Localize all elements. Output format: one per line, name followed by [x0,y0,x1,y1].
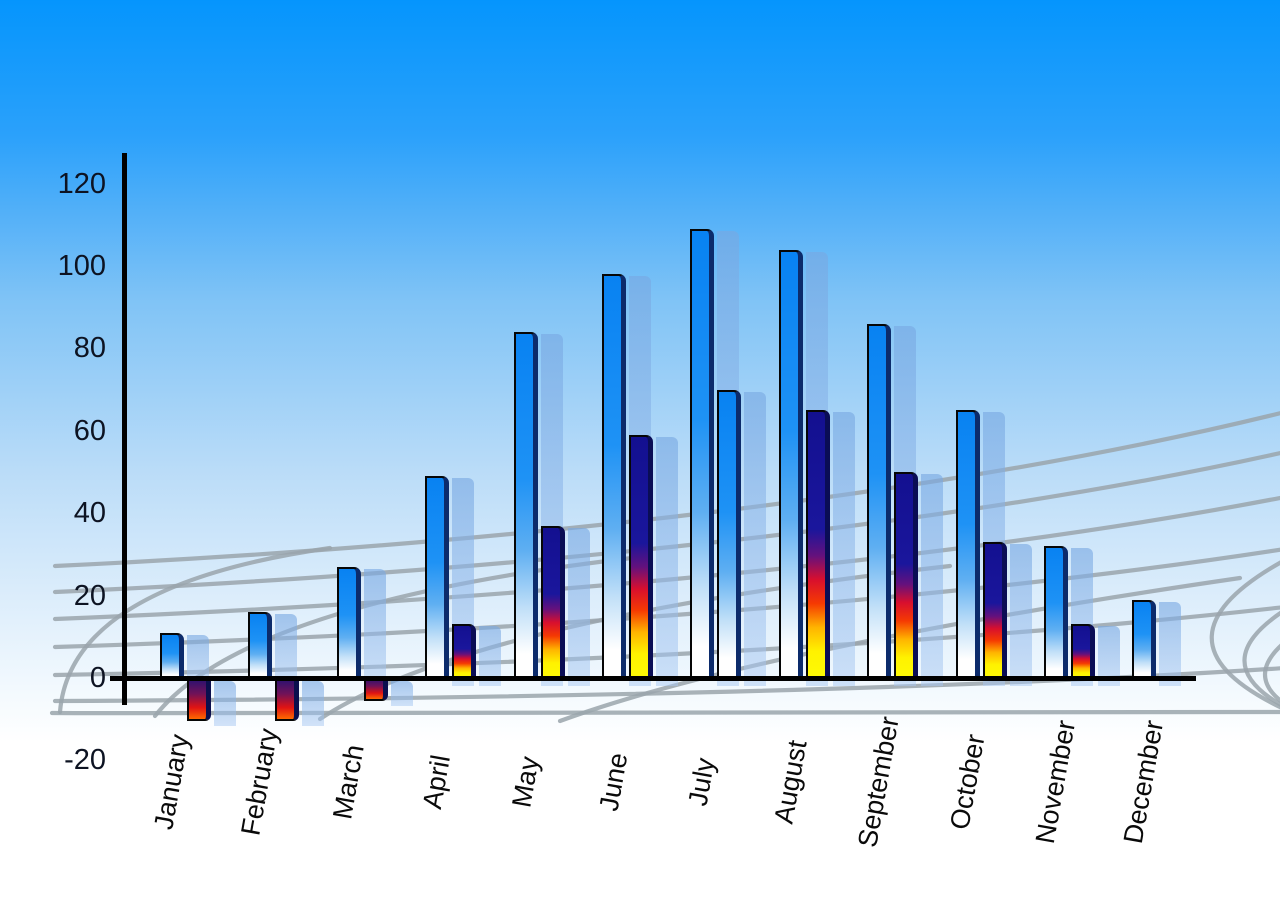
bar-shadow [275,614,298,686]
bar-may-primary [513,331,538,678]
bar-june-secondary [629,434,653,678]
grid-arc [1242,610,1280,707]
bar-shadow [567,527,590,686]
grid-arc [1262,643,1280,703]
bar-july-secondary [717,389,742,678]
bar-shadow [832,412,855,686]
y-tick-label-100: 100 [57,250,106,282]
bar-march-primary [336,566,361,678]
y-axis-line [122,153,127,705]
bar-september-secondary [894,472,919,678]
bar-december-primary [1132,599,1157,678]
grid-arc [557,575,1243,724]
y-tick-label-120: 120 [57,167,106,200]
bar-september-primary [867,323,892,678]
bar-shadow [1159,601,1182,686]
bar-shadow [479,626,502,686]
bar-march-secondary [363,678,388,701]
bar-october-primary [955,410,980,678]
bar-shadow [1098,626,1120,686]
bar-august-primary [778,249,803,678]
bar-shadow [214,681,236,727]
bar-january-secondary [187,678,211,722]
bar-october-secondary [982,542,1007,678]
bar-shadow [390,681,413,706]
bar-shadow [921,474,944,686]
y-tick-label-40: 40 [73,497,106,530]
y-tick-label-60: 60 [73,414,106,447]
bar-shadow [656,436,678,686]
bar-august-secondary [805,410,830,678]
bar-shadow [187,634,209,686]
grid-arc [1209,560,1280,710]
bar-shadow [302,681,325,727]
grid-arc [57,545,333,715]
bar-february-secondary [275,678,300,722]
bar-january-primary [160,632,184,678]
bar-july-primary [690,228,715,678]
grid-line [49,709,1280,717]
y-tick-label-80: 80 [73,332,106,365]
bar-november-primary [1044,546,1068,678]
bar-april-primary [425,476,450,678]
y-tick-label-0: 0 [89,662,106,694]
bar-june-primary [602,274,626,678]
bar-may-secondary [540,525,565,678]
bar-shadow [744,391,767,686]
y-tick-label-20: 20 [73,579,106,612]
bar-november-secondary [1071,624,1095,678]
bar-shadow [363,568,386,686]
y-tick-label--20: -20 [64,744,106,777]
bar-shadow [1009,544,1032,686]
x-axis-zero-line [110,676,1196,681]
bar-april-secondary [452,624,477,678]
bar-february-primary [248,612,273,678]
